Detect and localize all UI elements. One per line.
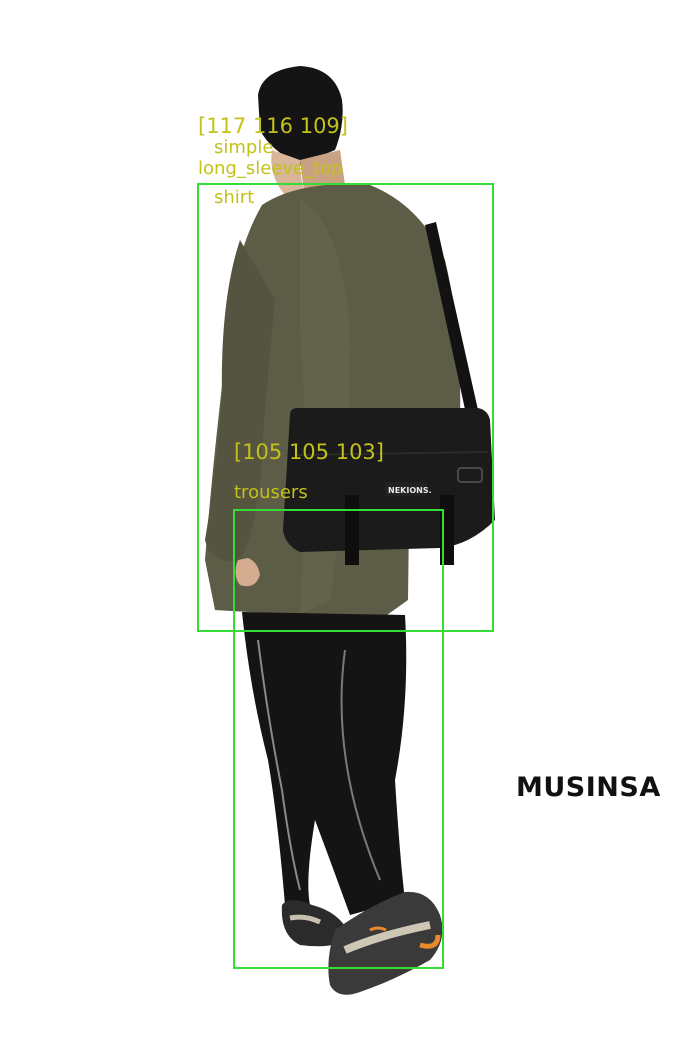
brand-logo-text: MUSINSA xyxy=(516,772,661,803)
hair xyxy=(258,66,343,165)
face xyxy=(271,150,305,198)
shirt-color-label: [117 116 109] xyxy=(198,114,348,138)
shirt-category-label: long_sleeve_top xyxy=(198,158,343,179)
trousers-color-label: [105 105 103] xyxy=(234,440,384,464)
bag-brand-label: NEKIONS. xyxy=(388,486,432,495)
bag-strap xyxy=(425,222,478,414)
shoe-front xyxy=(328,891,443,995)
shirt-sleeve xyxy=(205,240,275,561)
shirt-style-label: simple xyxy=(214,137,274,158)
shirt-name-label: shirt xyxy=(214,187,255,208)
detection-box-shirt xyxy=(197,183,494,632)
detection-box-trousers xyxy=(233,509,444,969)
shoe-back xyxy=(281,900,350,947)
trousers-category-label: trousers xyxy=(234,482,308,503)
hand xyxy=(235,558,260,587)
